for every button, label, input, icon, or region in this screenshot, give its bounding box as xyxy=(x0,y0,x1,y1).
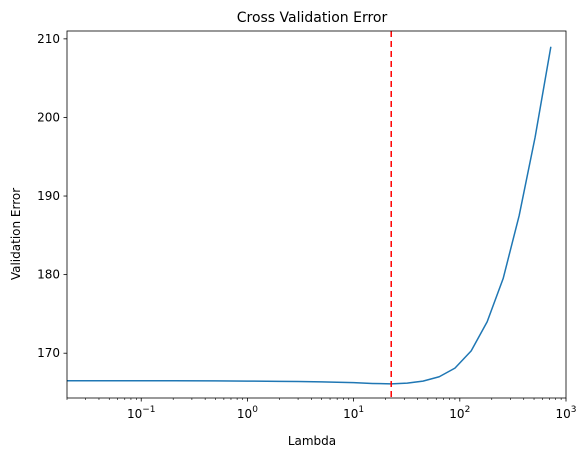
y-tick-label: 170 xyxy=(37,346,60,360)
series-line xyxy=(67,46,552,385)
chart-title: Cross Validation Error xyxy=(237,10,388,26)
y-tick-label: 190 xyxy=(37,189,60,203)
y-tick-label: 200 xyxy=(37,110,60,124)
y-tick-label: 210 xyxy=(37,32,60,46)
y-axis-title: Validation Error xyxy=(9,188,23,280)
x-axis-title: Lambda xyxy=(288,434,336,448)
y-tick-label: 180 xyxy=(37,268,60,282)
plot-frame xyxy=(66,30,567,399)
